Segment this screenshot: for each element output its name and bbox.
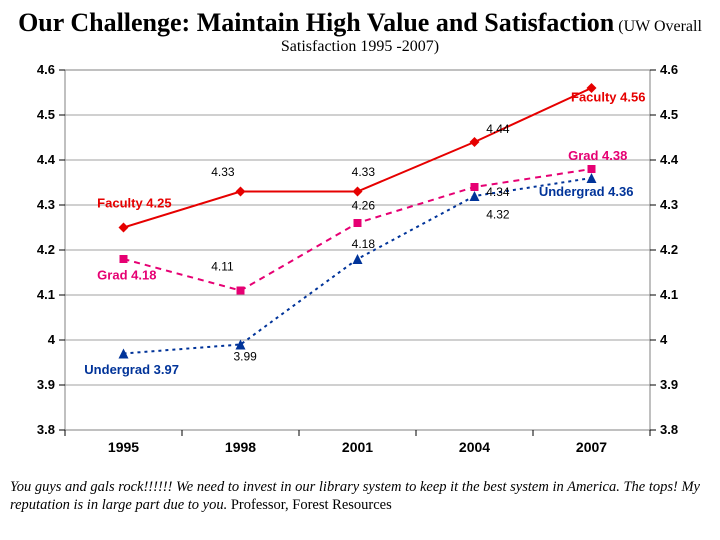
svg-text:4.4: 4.4 xyxy=(37,152,56,167)
svg-text:4.34: 4.34 xyxy=(486,185,510,199)
svg-text:4.11: 4.11 xyxy=(211,259,234,273)
svg-text:1998: 1998 xyxy=(225,439,256,455)
svg-text:4.5: 4.5 xyxy=(37,107,55,122)
svg-text:3.9: 3.9 xyxy=(660,377,678,392)
svg-text:4.33: 4.33 xyxy=(352,165,376,179)
svg-text:4.44: 4.44 xyxy=(486,122,510,136)
svg-text:4: 4 xyxy=(48,332,56,347)
svg-text:4: 4 xyxy=(660,332,668,347)
svg-text:3.9: 3.9 xyxy=(37,377,55,392)
svg-text:4.6: 4.6 xyxy=(660,62,678,77)
svg-text:4.33: 4.33 xyxy=(211,165,235,179)
svg-text:4.5: 4.5 xyxy=(660,107,678,122)
svg-text:2001: 2001 xyxy=(342,439,373,455)
svg-text:Faculty 4.25: Faculty 4.25 xyxy=(97,195,171,210)
footer-quote: You guys and gals rock!!!!!! We need to … xyxy=(0,472,720,514)
svg-text:4.26: 4.26 xyxy=(352,199,376,213)
svg-text:4.2: 4.2 xyxy=(660,242,678,257)
svg-text:1995: 1995 xyxy=(108,439,139,455)
svg-text:4.3: 4.3 xyxy=(660,197,678,212)
svg-text:4.4: 4.4 xyxy=(660,152,679,167)
page-title: Our Challenge: Maintain High Value and S… xyxy=(0,0,720,60)
title-main: Our Challenge: Maintain High Value and S… xyxy=(18,8,614,37)
svg-text:3.8: 3.8 xyxy=(37,422,55,437)
svg-text:2007: 2007 xyxy=(576,439,607,455)
svg-text:4.32: 4.32 xyxy=(486,208,510,222)
svg-text:2004: 2004 xyxy=(459,439,490,455)
svg-text:Grad 4.38: Grad 4.38 xyxy=(568,148,627,163)
svg-text:4.1: 4.1 xyxy=(37,287,55,302)
svg-text:3.99: 3.99 xyxy=(233,349,257,363)
svg-text:Faculty 4.56: Faculty 4.56 xyxy=(571,90,645,105)
quote-signature: Professor, Forest Resources xyxy=(227,497,392,513)
svg-text:4.1: 4.1 xyxy=(660,287,678,302)
svg-text:Grad 4.18: Grad 4.18 xyxy=(97,267,156,282)
svg-text:4.6: 4.6 xyxy=(37,62,55,77)
svg-text:4.3: 4.3 xyxy=(37,197,55,212)
svg-text:4.2: 4.2 xyxy=(37,242,55,257)
svg-text:3.8: 3.8 xyxy=(660,422,678,437)
svg-text:4.18: 4.18 xyxy=(352,237,376,251)
line-chart: 3.8 3.8 3.9 3.9 4 4 4.1 4.1 4.2 4.2 4.3 4.3 4.4 4.4 4.… xyxy=(10,62,710,472)
svg-text:Undergrad 3.97: Undergrad 3.97 xyxy=(84,362,179,377)
svg-text:Undergrad 4.36: Undergrad 4.36 xyxy=(539,184,634,199)
